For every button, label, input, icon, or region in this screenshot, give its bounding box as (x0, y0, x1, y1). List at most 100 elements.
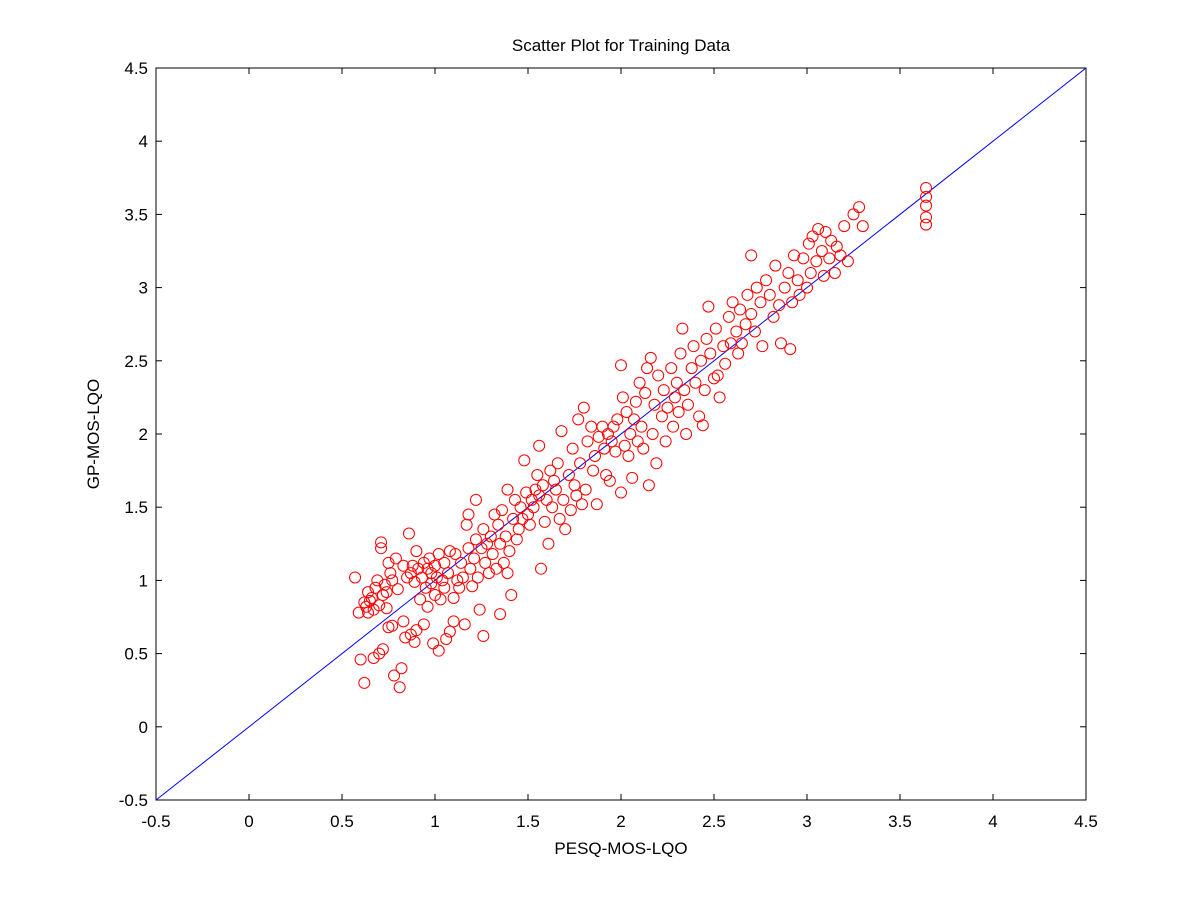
data-point (838, 220, 851, 233)
x-tick-label: 4 (988, 812, 997, 831)
data-point (801, 281, 813, 294)
data-point (501, 483, 514, 496)
data-point (542, 537, 555, 550)
data-point (719, 357, 732, 370)
data-point (817, 269, 830, 282)
data-point (920, 190, 933, 203)
data-point (815, 245, 828, 257)
data-point (378, 578, 391, 591)
data-point (920, 218, 933, 231)
data-point (538, 515, 551, 528)
data-point (408, 575, 421, 588)
data-point (456, 571, 469, 584)
data-point (657, 384, 670, 397)
data-point (745, 307, 758, 320)
data-point (642, 479, 655, 492)
data-point (507, 512, 520, 525)
data-point (481, 537, 494, 550)
data-point (533, 489, 546, 502)
data-point (523, 518, 536, 531)
data-point (834, 249, 847, 262)
x-tick-label: 0 (244, 812, 253, 831)
y-tick-label: 4 (139, 132, 148, 151)
data-point (717, 340, 730, 353)
data-point (501, 567, 514, 580)
data-points (349, 182, 933, 694)
x-tick-label: 4.5 (1074, 812, 1098, 831)
data-point (453, 581, 466, 594)
data-point (590, 498, 603, 511)
x-tick-label: 1 (430, 812, 439, 831)
data-point (429, 559, 441, 572)
data-point (581, 435, 594, 448)
y-tick-label: 1.5 (124, 498, 148, 517)
data-point (495, 504, 508, 517)
x-tick-label: 1.5 (516, 812, 540, 831)
data-point (434, 593, 447, 606)
data-point (767, 310, 780, 323)
data-point (648, 398, 661, 411)
data-point (676, 322, 689, 335)
data-point (471, 571, 484, 584)
data-point (477, 523, 490, 536)
axis-ticks: -0.5 0 0.5 1 1.5 2 2.5 3 3.5 4 4.5 -0.5 0 0.5 1 1.5 2 2.5… (119, 59, 1098, 831)
data-point (373, 599, 386, 612)
data-point (393, 681, 406, 694)
x-tick-label: 2 (616, 812, 625, 831)
data-point (397, 559, 410, 572)
data-point (458, 618, 471, 631)
data-point (406, 559, 419, 572)
data-point (388, 669, 401, 682)
data-point (486, 548, 499, 561)
data-point (650, 457, 663, 470)
data-point (732, 347, 745, 360)
data-point (391, 583, 404, 596)
data-point (360, 600, 373, 613)
data-point (464, 562, 477, 575)
data-point (397, 615, 410, 628)
x-tick-label: 0.5 (330, 812, 354, 831)
data-point (603, 474, 616, 487)
data-point (386, 574, 399, 587)
y-tick-label: -0.5 (119, 791, 148, 810)
data-point (726, 296, 739, 309)
data-point (553, 512, 566, 525)
data-point (693, 410, 706, 423)
data-point (579, 483, 592, 496)
y-tick-label: 3.5 (124, 205, 148, 224)
data-point (760, 274, 773, 287)
data-point (655, 410, 668, 423)
data-point (711, 369, 724, 382)
data-point (628, 413, 641, 426)
data-point (544, 464, 557, 477)
data-point (667, 420, 680, 433)
data-point (696, 419, 709, 432)
data-point (920, 199, 933, 212)
data-point (750, 281, 763, 294)
data-point (709, 322, 722, 335)
data-point (782, 266, 795, 279)
data-point (812, 223, 825, 236)
data-point (784, 343, 797, 356)
data-point (819, 225, 832, 238)
data-point (624, 428, 637, 440)
data-point (490, 562, 503, 575)
data-point (678, 384, 691, 397)
data-point (432, 548, 445, 561)
data-point (518, 454, 531, 467)
data-point (778, 281, 791, 294)
data-point (533, 439, 546, 452)
data-point (756, 340, 769, 353)
data-point (652, 369, 665, 382)
data-point (352, 606, 365, 619)
data-point (856, 220, 869, 233)
data-point (787, 249, 800, 262)
data-point (512, 523, 525, 536)
data-point (668, 391, 681, 404)
y-tick-label: 4.5 (124, 59, 148, 78)
data-point (626, 471, 639, 484)
data-point (681, 398, 694, 411)
data-point (484, 530, 497, 543)
data-point (362, 606, 375, 619)
data-point (622, 449, 635, 462)
